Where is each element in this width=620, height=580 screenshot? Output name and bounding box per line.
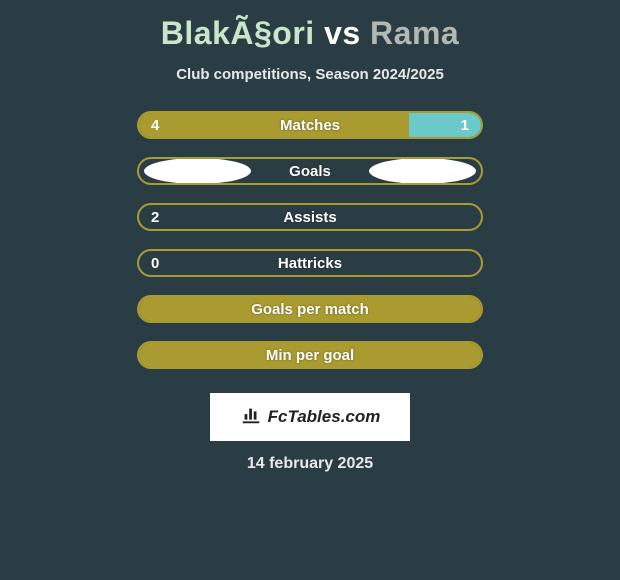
stat-bar: 41Matches bbox=[137, 111, 483, 139]
stat-row: 2Assists bbox=[137, 203, 483, 231]
page-title: BlakÃ§ori vs Rama bbox=[161, 15, 459, 52]
stat-row: 0Goals bbox=[137, 157, 483, 185]
stat-label: Goals bbox=[139, 163, 481, 180]
stat-row: 0Hattricks bbox=[137, 249, 483, 277]
stat-row: Min per goal bbox=[137, 341, 483, 369]
stat-bar: 0Goals bbox=[137, 157, 483, 185]
comparison-rows: 41Matches 0Goals 2Assists 0Hattricks Goals p… bbox=[137, 111, 483, 387]
stat-label: Min per goal bbox=[139, 347, 481, 364]
stat-label: Matches bbox=[139, 117, 481, 134]
bar-chart-icon bbox=[240, 404, 262, 431]
stat-label: Assists bbox=[139, 209, 481, 226]
stat-bar: 2Assists bbox=[137, 203, 483, 231]
stat-bar: Goals per match bbox=[137, 295, 483, 323]
comparison-infographic: BlakÃ§ori vs Rama Club competitions, Sea… bbox=[0, 0, 620, 580]
badge-text: FcTables.com bbox=[268, 407, 381, 427]
stat-bar: 0Hattricks bbox=[137, 249, 483, 277]
stat-row: Goals per match bbox=[137, 295, 483, 323]
stat-label: Goals per match bbox=[139, 301, 481, 318]
player1-name: BlakÃ§ori bbox=[161, 15, 315, 51]
stat-label: Hattricks bbox=[139, 255, 481, 272]
player2-name: Rama bbox=[370, 15, 459, 51]
subtitle: Club competitions, Season 2024/2025 bbox=[176, 66, 444, 83]
stat-row: 41Matches bbox=[137, 111, 483, 139]
stat-bar: Min per goal bbox=[137, 341, 483, 369]
title-vs: vs bbox=[324, 15, 361, 51]
date-text: 14 february 2025 bbox=[247, 455, 373, 473]
fctables-badge[interactable]: FcTables.com bbox=[210, 393, 410, 441]
